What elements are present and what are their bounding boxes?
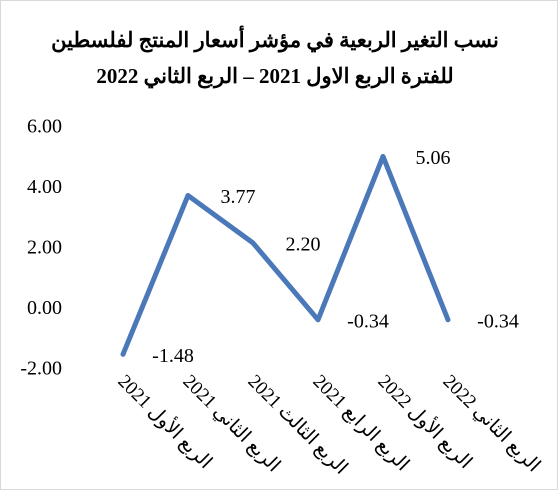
y-tick-label: 4.00 [27,176,62,198]
value-label: 2.20 [286,234,321,256]
y-tick-label: 2.00 [27,237,62,259]
value-label: -0.34 [347,310,389,332]
value-label: 5.06 [416,147,451,169]
y-tick-label: 6.00 [27,116,62,138]
chart-subtitle: للفترة الربع الاول 2021 – الربع الثاني 2… [96,64,453,89]
y-tick-label: -2.00 [20,358,62,380]
value-label: -1.48 [152,345,194,367]
value-label: 3.77 [221,186,256,208]
y-tick-label: 0.00 [27,297,62,319]
value-label: -0.34 [477,310,519,332]
data-line [120,153,451,357]
chart-title: نسب التغير الربعية في مؤشر أسعار المنتج … [51,25,499,53]
